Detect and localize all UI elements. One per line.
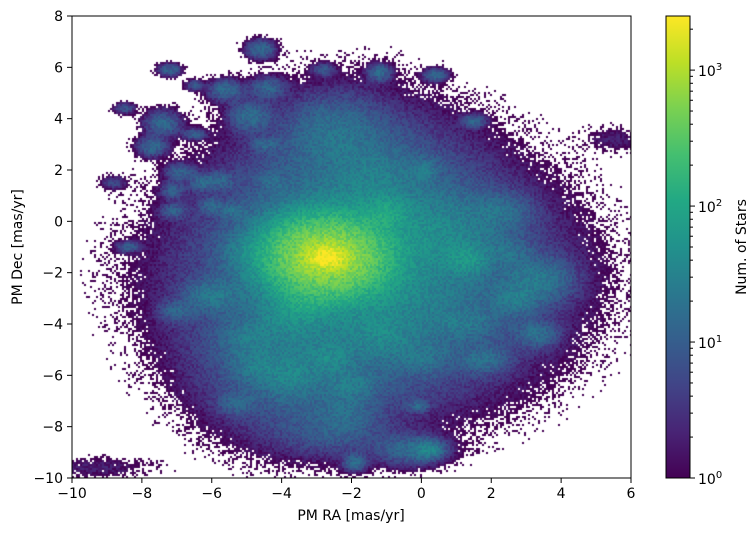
x-tick-label: 4 [557, 486, 566, 502]
x-tick-label: 2 [487, 486, 496, 502]
x-tick-label: −8 [132, 486, 153, 502]
y-tick-label: 6 [54, 60, 63, 76]
y-tick-label: −2 [42, 266, 63, 282]
x-tick-label: 6 [627, 486, 636, 502]
y-axis-label: PM Dec [mas/yr] [10, 189, 26, 305]
colorbar-tick-label: 103 [698, 62, 722, 80]
heatmap-image [72, 16, 631, 478]
y-tick-label: 0 [54, 214, 63, 230]
y-tick-label: 4 [54, 112, 63, 128]
colorbar-tick-label: 101 [698, 334, 722, 352]
y-tick-label: −6 [42, 368, 63, 384]
x-tick-label: −4 [271, 486, 292, 502]
y-tick-label: 8 [54, 9, 63, 25]
colorbar-tick-label: 102 [698, 198, 722, 216]
colorbar [665, 15, 691, 479]
x-axis: −10 −8 −6 −4 −2 0 2 4 6 [57, 478, 636, 502]
heatmap [72, 16, 631, 478]
y-tick-label: −10 [33, 471, 63, 487]
y-tick-label: −8 [42, 420, 63, 436]
colorbar-axis: 100 101 102 103 [690, 28, 722, 488]
y-tick-label: −4 [42, 317, 63, 333]
x-tick-label: −10 [57, 486, 87, 502]
colorbar-label: Num. of Stars [734, 199, 750, 295]
colorbar-tick-label: 100 [698, 470, 722, 488]
x-axis-label: PM RA [mas/yr] [297, 508, 404, 524]
x-tick-label: 0 [417, 486, 426, 502]
x-tick-label: −6 [201, 486, 222, 502]
y-tick-label: 2 [54, 163, 63, 179]
y-axis: −10 −8 −6 −4 −2 0 2 4 6 8 [33, 9, 72, 487]
x-tick-label: −2 [341, 486, 362, 502]
